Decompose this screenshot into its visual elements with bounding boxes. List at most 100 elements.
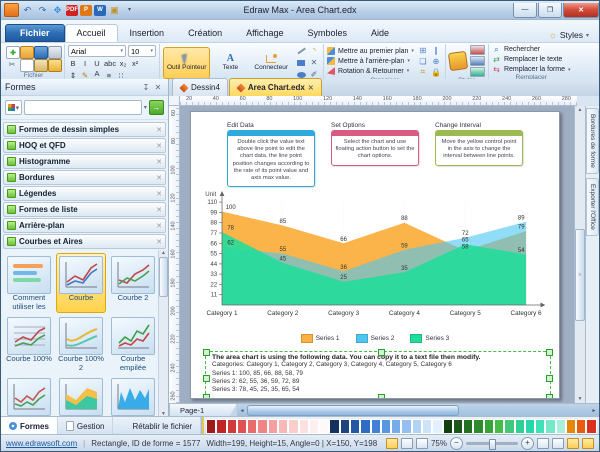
- color-swatch[interactable]: [216, 418, 227, 434]
- shape-thumbnail[interactable]: Courbe empilée 2: [4, 375, 54, 417]
- menu-tab[interactable]: Symboles: [307, 28, 347, 38]
- pointer-tool-button[interactable]: Outil Pointeur: [163, 46, 211, 79]
- edrawsoft-link[interactable]: www.edrawsoft.com: [6, 438, 78, 448]
- color-swatch[interactable]: [452, 418, 464, 434]
- shape-thumbnail[interactable]: Courbe 100% 2: [56, 314, 106, 374]
- library-category-bar[interactable]: Arrière-plan ✕: [3, 218, 166, 233]
- color-swatch[interactable]: [391, 418, 402, 434]
- color-swatch[interactable]: [555, 418, 566, 434]
- color-swatch[interactable]: [278, 418, 289, 434]
- library-picker-button[interactable]: ▾: [5, 100, 22, 115]
- replace-text-button[interactable]: ⇄ Remplacer le texte: [493, 55, 563, 64]
- color-swatch[interactable]: [401, 418, 412, 434]
- undo-button[interactable]: ↶: [23, 4, 32, 15]
- selection-handle[interactable]: [203, 393, 210, 398]
- shape-thumbnail[interactable]: Courbe 2: [108, 253, 158, 313]
- color-swatch[interactable]: [329, 418, 340, 434]
- color-swatch[interactable]: [339, 418, 350, 434]
- lock-button[interactable]: 🔒: [430, 67, 441, 77]
- line-shape-button[interactable]: [295, 45, 307, 56]
- close-category-icon[interactable]: ✕: [156, 158, 162, 166]
- scroll-down-icon[interactable]: ▼: [161, 411, 166, 417]
- font-size-select[interactable]: 10 ▾: [128, 45, 156, 57]
- close-panel-icon[interactable]: ✕: [154, 82, 162, 92]
- scrollbar-thumb[interactable]: [247, 405, 459, 416]
- bring-to-front-button[interactable]: Mettre au premier plan ▾: [327, 47, 414, 56]
- zoom-slider[interactable]: [466, 438, 518, 450]
- library-category-bar[interactable]: Formes de dessin simples ✕: [3, 122, 166, 137]
- color-swatch[interactable]: [493, 418, 505, 434]
- menu-tab[interactable]: Insertion: [129, 28, 165, 38]
- move-tool-icon[interactable]: ✥: [53, 4, 62, 15]
- library-category-bar[interactable]: Formes de liste ✕: [3, 202, 166, 217]
- library-category-bar[interactable]: Histogramme ✕: [3, 154, 166, 169]
- align-text-button[interactable]: ≡: [106, 70, 112, 80]
- reading-view-button[interactable]: [415, 437, 428, 449]
- search-input[interactable]: [23, 100, 142, 115]
- panel-bottom-tab[interactable]: Gestion: [58, 417, 114, 435]
- qat-more-icon[interactable]: ▾: [127, 7, 131, 13]
- close-category-icon[interactable]: ✕: [156, 206, 162, 214]
- scroll-up-icon[interactable]: ▲: [577, 107, 583, 113]
- panel-bottom-tab[interactable]: Rétablir le fichier: [113, 417, 202, 435]
- color-swatch[interactable]: [565, 418, 577, 434]
- shape-thumbnail[interactable]: Aires 2: [108, 375, 158, 417]
- color-swatch[interactable]: [504, 418, 515, 434]
- pencil-shape-button[interactable]: ✐: [310, 70, 318, 79]
- freeform-shape-button[interactable]: ✕: [310, 58, 318, 67]
- ellipse-shape-button[interactable]: [295, 69, 307, 80]
- color-swatch[interactable]: [545, 418, 556, 434]
- zoom-in-button[interactable]: +: [521, 436, 534, 450]
- panel-bottom-tab[interactable]: Formes: [1, 417, 58, 435]
- color-swatch[interactable]: [319, 418, 330, 434]
- drawing-scroll-region[interactable]: Edit Data Double click the value text ab…: [180, 106, 574, 403]
- color-swatch[interactable]: [308, 418, 320, 434]
- color-swatch[interactable]: [288, 418, 299, 434]
- scroll-left-icon[interactable]: ◄: [239, 407, 245, 414]
- shape-thumbnail[interactable]: Courbe empilée: [108, 314, 158, 374]
- minimize-button[interactable]: —: [513, 2, 537, 18]
- color-swatch[interactable]: [473, 418, 484, 434]
- styles-menu-button[interactable]: ☼ Styles ▾: [548, 30, 589, 40]
- color-swatch[interactable]: [432, 418, 443, 434]
- pin-panel-icon[interactable]: ↧: [142, 82, 150, 92]
- selection-handle[interactable]: [378, 393, 385, 398]
- group-button[interactable]: ❏: [419, 56, 427, 66]
- color-swatch[interactable]: [463, 418, 474, 434]
- callout[interactable]: Edit Data Double click the value text ab…: [227, 122, 315, 188]
- font-style-button[interactable]: B: [70, 58, 76, 68]
- color-swatch[interactable]: [524, 418, 536, 434]
- close-category-icon[interactable]: ✕: [156, 222, 162, 230]
- file-menu-button[interactable]: Fichier: [5, 24, 65, 42]
- color-swatch[interactable]: [267, 418, 279, 434]
- grid-button[interactable]: ⌗: [420, 67, 426, 76]
- replace-shape-button[interactable]: ⇆ Remplacer la forme ▾: [493, 65, 571, 74]
- drawing-page[interactable]: Edit Data Double click the value text ab…: [190, 111, 560, 399]
- shape-thumbnail[interactable]: Courbe 100%: [4, 314, 54, 374]
- selection-handle[interactable]: [546, 375, 553, 383]
- font-style-button[interactable]: x₂: [119, 58, 127, 68]
- callout[interactable]: Set Options Select the chart and use flo…: [331, 122, 419, 187]
- scrollbar-thumb[interactable]: [159, 257, 168, 297]
- connector-tool-button[interactable]: Connecteur: [250, 47, 292, 79]
- document-tab[interactable]: Area Chart.edx ✕: [228, 78, 322, 96]
- export-ppt-button[interactable]: P: [80, 4, 92, 16]
- export-word-button[interactable]: W: [94, 4, 106, 16]
- color-swatch[interactable]: [298, 418, 309, 434]
- close-button[interactable]: ✕: [563, 2, 599, 18]
- font-style-button[interactable]: abc: [104, 58, 117, 68]
- dock-tab[interactable]: Bordures de forme: [586, 108, 599, 174]
- font-style-button[interactable]: x²: [131, 58, 139, 68]
- shape-thumbnail[interactable]: Courbe: [56, 253, 106, 313]
- zoom-lens-button[interactable]: [552, 437, 564, 449]
- library-category-bar[interactable]: Bordures ✕: [3, 170, 166, 185]
- scroll-down-icon[interactable]: ▼: [577, 396, 583, 402]
- highlight-button[interactable]: ✎: [81, 70, 89, 80]
- search-options-icon[interactable]: ▾: [143, 105, 147, 111]
- color-swatch[interactable]: [350, 418, 361, 434]
- copy-button[interactable]: [20, 59, 34, 72]
- close-category-icon[interactable]: ✕: [156, 142, 162, 150]
- library-category-bar[interactable]: Courbes et Aires ✕: [3, 234, 166, 249]
- line-style-button[interactable]: [469, 56, 485, 66]
